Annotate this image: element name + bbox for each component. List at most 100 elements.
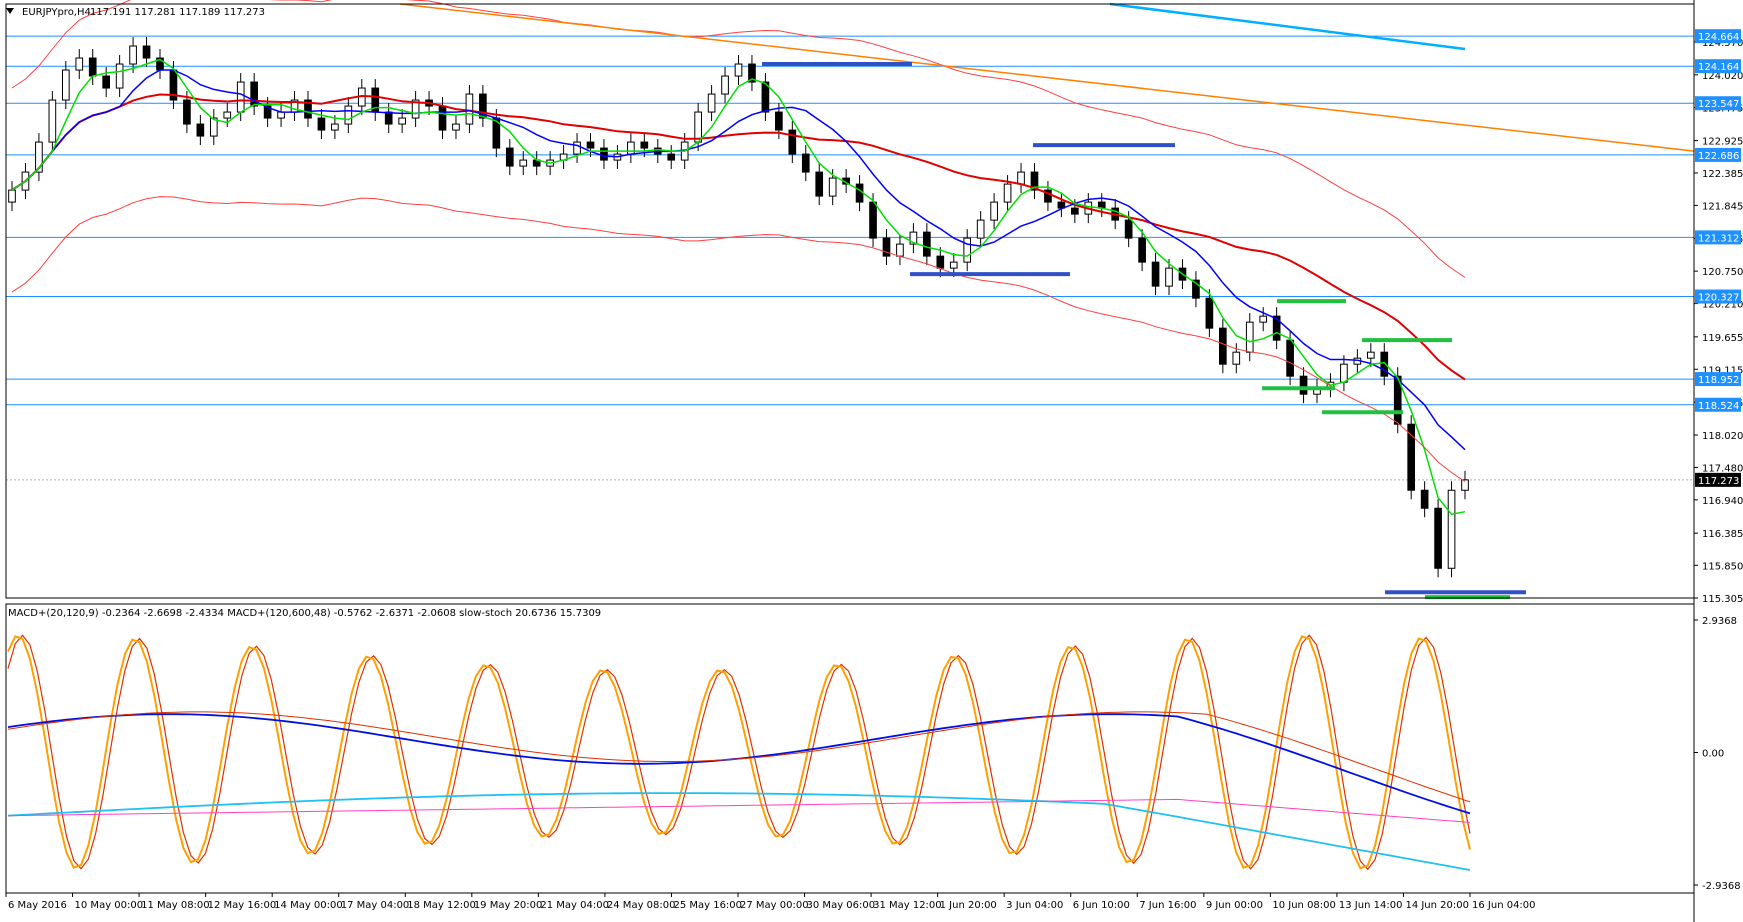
candle-body[interactable]	[411, 99, 420, 119]
candle-body[interactable]	[250, 81, 258, 107]
candle-body[interactable]	[61, 69, 70, 101]
candle-body[interactable]	[694, 111, 702, 143]
candle-body[interactable]	[277, 111, 285, 119]
candle-body[interactable]	[519, 159, 528, 167]
candle-body[interactable]	[1366, 351, 1375, 359]
candle-body[interactable]	[627, 141, 635, 155]
candle-body[interactable]	[707, 93, 716, 113]
candle-body[interactable]	[317, 117, 326, 131]
price-pane[interactable]	[6, 0, 1695, 600]
level-tag	[1695, 29, 1741, 44]
time-tick-label: 21 May 04:00	[540, 900, 609, 911]
candle-body[interactable]	[1151, 261, 1160, 287]
candle-body[interactable]	[600, 147, 608, 161]
candle-body[interactable]	[761, 81, 770, 113]
price-tick-label: 117.480	[1702, 463, 1743, 474]
candle-body[interactable]	[1259, 315, 1268, 323]
candle-body[interactable]	[788, 129, 797, 155]
candle-body[interactable]	[505, 147, 514, 167]
candle-body[interactable]	[1030, 171, 1039, 191]
candle-body[interactable]	[573, 141, 581, 155]
candle-body[interactable]	[48, 99, 57, 143]
candle-body[interactable]	[142, 45, 151, 59]
candle-body[interactable]	[1232, 351, 1241, 365]
candle-body[interactable]	[896, 243, 904, 257]
candle-body[interactable]	[775, 111, 783, 131]
candle-body[interactable]	[398, 117, 406, 125]
candle-body[interactable]	[869, 201, 877, 239]
candle-body[interactable]	[479, 93, 487, 119]
candle-body[interactable]	[102, 75, 111, 89]
candle-body[interactable]	[236, 81, 245, 113]
candle-body[interactable]	[734, 63, 743, 77]
candle-body[interactable]	[1165, 267, 1173, 287]
candle-body[interactable]	[721, 75, 729, 95]
candle-body[interactable]	[1192, 279, 1200, 299]
candle-body[interactable]	[196, 123, 205, 137]
candle-body[interactable]	[882, 237, 891, 257]
candle-body[interactable]	[223, 111, 232, 119]
candle-body[interactable]	[183, 99, 191, 125]
candle-body[interactable]	[1461, 479, 1469, 491]
candle-body[interactable]	[1219, 327, 1227, 365]
candle-body[interactable]	[963, 237, 972, 263]
candle-body[interactable]	[815, 171, 824, 197]
candle-body[interactable]	[75, 57, 84, 71]
candle-body[interactable]	[452, 123, 460, 131]
candle-body[interactable]	[1380, 351, 1389, 377]
candle-body[interactable]	[667, 153, 676, 161]
candle-body[interactable]	[748, 63, 756, 83]
time-tick-label: 16 Jun 04:00	[1472, 900, 1536, 911]
candle-body[interactable]	[949, 261, 958, 269]
candle-body[interactable]	[465, 93, 474, 125]
candle-body[interactable]	[801, 153, 810, 173]
candle-body[interactable]	[1017, 171, 1025, 185]
candle-body[interactable]	[115, 63, 124, 89]
candle-body[interactable]	[1003, 183, 1012, 203]
candle-body[interactable]	[438, 105, 447, 131]
candle-body[interactable]	[1340, 363, 1348, 383]
time-tick-label: 18 May 12:00	[407, 900, 476, 911]
candle-body[interactable]	[936, 255, 945, 269]
chart-menu-icon[interactable]	[6, 8, 14, 14]
candle-body[interactable]	[344, 105, 353, 125]
candle-body[interactable]	[828, 177, 837, 197]
candle-body[interactable]	[976, 219, 985, 239]
candle-body[interactable]	[129, 45, 137, 65]
candle-body[interactable]	[990, 201, 998, 221]
candle-body[interactable]	[1272, 315, 1281, 341]
candle-body[interactable]	[209, 117, 218, 137]
candle-body[interactable]	[1420, 489, 1429, 509]
candle-body[interactable]	[1124, 219, 1133, 239]
candle-body[interactable]	[1434, 507, 1442, 569]
candle-body[interactable]	[1205, 297, 1214, 329]
indicator-header: MACD+(20,120,9) -0.2364 -2.6698 -2.4334 …	[8, 608, 601, 619]
indicator-pane[interactable]	[7, 634, 1471, 871]
time-tick-label: 6 Jun 10:00	[1073, 900, 1130, 911]
candle-body[interactable]	[35, 141, 43, 173]
candle-body[interactable]	[88, 57, 97, 77]
candle-body[interactable]	[586, 141, 595, 149]
candle-body[interactable]	[1071, 207, 1079, 215]
candle-body[interactable]	[1299, 375, 1308, 395]
envelope-lower	[11, 196, 1466, 483]
candle-body[interactable]	[1286, 339, 1294, 377]
candle-body[interactable]	[1407, 423, 1416, 491]
candle-body[interactable]	[640, 141, 649, 149]
candle-body[interactable]	[923, 231, 931, 257]
ohlc-header: 117.191 117.281 117.189 117.273	[90, 7, 265, 18]
candle-body[interactable]	[1447, 489, 1456, 569]
level-tag-label: 120.327	[1698, 293, 1739, 304]
candle-body[interactable]	[909, 231, 918, 245]
candle-body[interactable]	[304, 99, 312, 119]
candle-body[interactable]	[1393, 375, 1402, 425]
candle-body[interactable]	[1044, 189, 1052, 203]
candle-body[interactable]	[331, 123, 339, 131]
candle-body[interactable]	[263, 105, 272, 119]
candle-body[interactable]	[1138, 237, 1146, 263]
candle-body[interactable]	[855, 183, 864, 203]
candle-body[interactable]	[1245, 321, 1254, 353]
candle-body[interactable]	[8, 189, 16, 203]
candle-body[interactable]	[384, 111, 393, 125]
